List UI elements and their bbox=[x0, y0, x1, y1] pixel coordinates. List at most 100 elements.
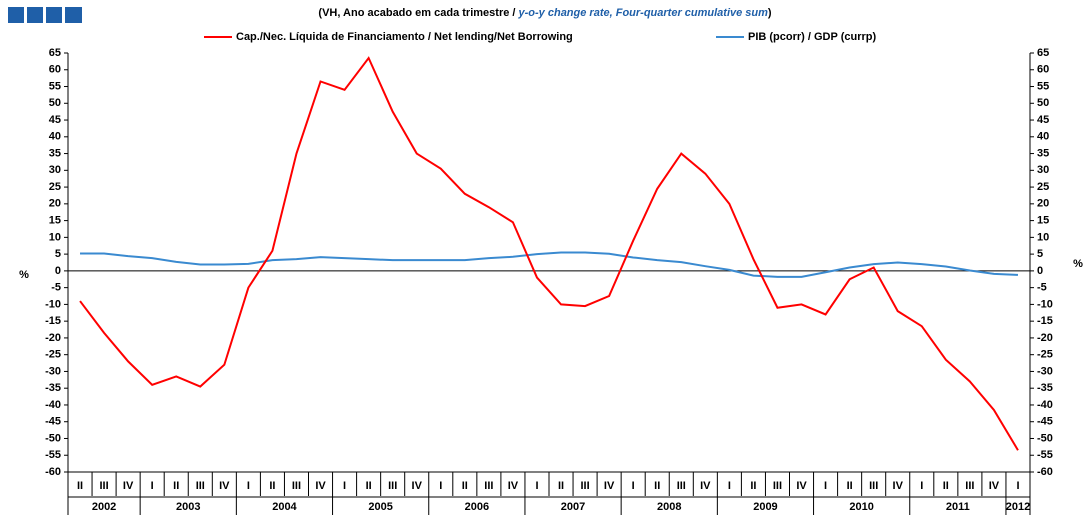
year-label: 2006 bbox=[465, 501, 489, 513]
y-tick-label: 15 bbox=[49, 215, 61, 227]
y2-tick-label: -5 bbox=[1037, 282, 1047, 294]
x-tick-label: II bbox=[77, 480, 83, 492]
y-tick-label: -15 bbox=[45, 315, 61, 327]
year-label: 2004 bbox=[272, 501, 297, 513]
y2-tick-label: -25 bbox=[1037, 349, 1053, 361]
x-tick-label: II bbox=[269, 480, 275, 492]
x-tick-label: IV bbox=[700, 480, 711, 492]
y-tick-label: 5 bbox=[55, 248, 61, 260]
title-part: y-o-y change rate, bbox=[518, 7, 613, 19]
y2-tick-label: 65 bbox=[1037, 47, 1049, 59]
y2-tick-label: 35 bbox=[1037, 147, 1049, 159]
x-tick-label: IV bbox=[989, 480, 1000, 492]
x-tick-label: II bbox=[462, 480, 468, 492]
y-tick-label: 55 bbox=[49, 80, 61, 92]
title-part: Four-quarter cumulative sum bbox=[616, 7, 768, 19]
y-tick-label: 40 bbox=[49, 131, 61, 143]
y-tick-label: 0 bbox=[55, 265, 61, 277]
x-tick-label: I bbox=[920, 480, 923, 492]
y2-tick-label: 15 bbox=[1037, 215, 1049, 227]
y-tick-label: -35 bbox=[45, 382, 61, 394]
y2-tick-label: -60 bbox=[1037, 466, 1053, 478]
x-tick-label: III bbox=[388, 480, 397, 492]
x-tick-label: IV bbox=[508, 480, 519, 492]
y2-tick-label: -10 bbox=[1037, 298, 1053, 310]
y2-tick-label: 0 bbox=[1037, 265, 1043, 277]
x-tick-label: III bbox=[196, 480, 205, 492]
x-tick-label: IV bbox=[604, 480, 615, 492]
y2-tick-label: -20 bbox=[1037, 332, 1053, 344]
x-tick-label: IV bbox=[219, 480, 230, 492]
x-tick-label: III bbox=[965, 480, 974, 492]
legend-label: Cap./Nec. Líquida de Financiamento / Net… bbox=[236, 31, 573, 43]
x-tick-label: I bbox=[151, 480, 154, 492]
x-tick-label: III bbox=[580, 480, 589, 492]
x-tick-label: III bbox=[869, 480, 878, 492]
y-tick-label: -60 bbox=[45, 466, 61, 478]
y-tick-label: -30 bbox=[45, 365, 61, 377]
y2-tick-label: -40 bbox=[1037, 399, 1053, 411]
y-tick-label: -20 bbox=[45, 332, 61, 344]
y2-tick-label: 40 bbox=[1037, 131, 1049, 143]
y-tick-label: -25 bbox=[45, 349, 61, 361]
x-tick-label: II bbox=[943, 480, 949, 492]
x-tick-label: III bbox=[292, 480, 301, 492]
y2-tick-label: -35 bbox=[1037, 382, 1053, 394]
x-tick-label: IV bbox=[123, 480, 134, 492]
x-tick-label: IV bbox=[893, 480, 904, 492]
x-tick-label: III bbox=[484, 480, 493, 492]
year-label: 2002 bbox=[92, 501, 116, 513]
y-tick-label: 20 bbox=[49, 198, 61, 210]
logo bbox=[8, 7, 82, 23]
y-axis-label: % bbox=[19, 269, 29, 281]
title-part: (VH, Ano acabado em cada trimestre / bbox=[318, 7, 515, 19]
year-label: 2008 bbox=[657, 501, 681, 513]
y-tick-label: 45 bbox=[49, 114, 61, 126]
y2-tick-label: 50 bbox=[1037, 97, 1049, 109]
x-tick-label: II bbox=[558, 480, 564, 492]
x-tick-label: III bbox=[677, 480, 686, 492]
y2-tick-label: 20 bbox=[1037, 198, 1049, 210]
y-tick-label: 10 bbox=[49, 231, 61, 243]
y2-tick-label: -15 bbox=[1037, 315, 1053, 327]
legend-label: PIB (pcorr) / GDP (currp) bbox=[748, 31, 876, 43]
x-tick-label: II bbox=[847, 480, 853, 492]
x-tick-label: I bbox=[247, 480, 250, 492]
x-tick-label: I bbox=[1016, 480, 1019, 492]
y2-tick-label: -50 bbox=[1037, 432, 1053, 444]
y-tick-label: 60 bbox=[49, 64, 61, 76]
y-tick-label: 30 bbox=[49, 164, 61, 176]
x-tick-label: III bbox=[99, 480, 108, 492]
y2-axis-label: % bbox=[1073, 258, 1083, 270]
y2-tick-label: 25 bbox=[1037, 181, 1049, 193]
y-tick-label: 50 bbox=[49, 97, 61, 109]
y-tick-label: 65 bbox=[49, 47, 61, 59]
y2-tick-label: 10 bbox=[1037, 231, 1049, 243]
y2-tick-label: 60 bbox=[1037, 64, 1049, 76]
series-line bbox=[80, 251, 1019, 278]
y2-tick-label: 55 bbox=[1037, 80, 1049, 92]
y-tick-label: 35 bbox=[49, 147, 61, 159]
x-tick-label: IV bbox=[796, 480, 807, 492]
x-tick-label: II bbox=[654, 480, 660, 492]
x-tick-label: I bbox=[824, 480, 827, 492]
x-tick-label: I bbox=[439, 480, 442, 492]
year-label: 2010 bbox=[849, 501, 873, 513]
x-tick-label: I bbox=[632, 480, 635, 492]
year-label: 2005 bbox=[368, 501, 392, 513]
x-tick-label: II bbox=[750, 480, 756, 492]
y2-tick-label: -55 bbox=[1037, 449, 1053, 461]
x-tick-label: IV bbox=[315, 480, 326, 492]
y2-tick-label: 5 bbox=[1037, 248, 1043, 260]
y2-tick-label: 30 bbox=[1037, 164, 1049, 176]
y-tick-label: -5 bbox=[51, 282, 61, 294]
x-tick-label: III bbox=[773, 480, 782, 492]
x-tick-label: I bbox=[343, 480, 346, 492]
y2-tick-label: -45 bbox=[1037, 416, 1053, 428]
year-label: 2011 bbox=[946, 501, 970, 513]
series-line bbox=[79, 56, 1019, 451]
y-tick-label: -50 bbox=[45, 432, 61, 444]
x-tick-label: II bbox=[366, 480, 372, 492]
year-label: 2012 bbox=[1006, 501, 1030, 513]
